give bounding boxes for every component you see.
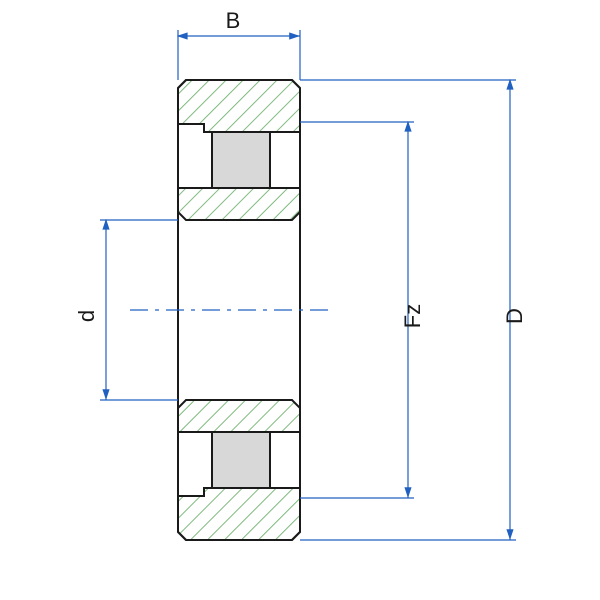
- outer-ring-top: [178, 80, 300, 132]
- dim-D-label: D: [502, 308, 527, 324]
- inner-ring-bottom: [178, 400, 300, 432]
- inner-ring-top: [178, 188, 300, 220]
- roller-top: [212, 132, 270, 188]
- dim-d-label: d: [74, 310, 99, 322]
- outer-ring-bottom: [178, 488, 300, 540]
- dim-Fz-label: Fz: [400, 304, 425, 328]
- roller-bottom: [212, 432, 270, 488]
- dim-B-label: B: [226, 8, 241, 33]
